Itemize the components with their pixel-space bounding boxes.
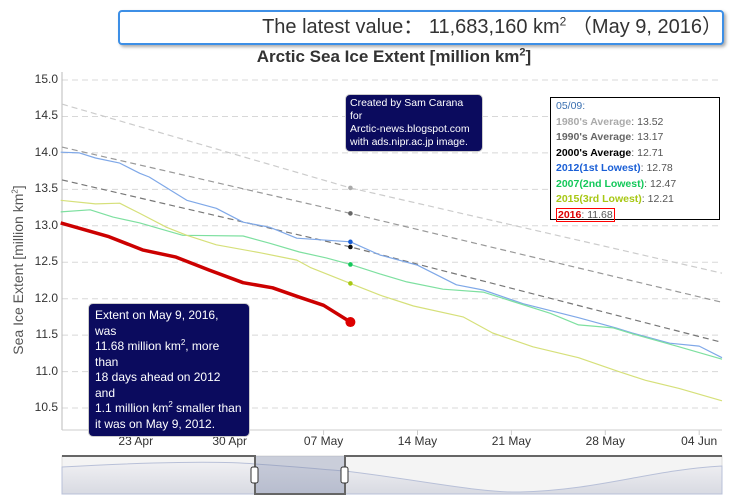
legend-item: 2012(1st Lowest): 12.78 bbox=[556, 162, 673, 174]
legend-item-label: 2000's Average bbox=[556, 146, 632, 159]
credit-line: with ads.nipr.ac.jp image. bbox=[350, 136, 468, 148]
credit-line: Arctic-news.blogspot.com bbox=[350, 123, 470, 135]
extent-text: smaller than bbox=[172, 401, 242, 415]
extent-text: , more than bbox=[95, 339, 220, 369]
y-tick-label: 11.0 bbox=[35, 363, 58, 378]
navigator-series bbox=[61, 461, 723, 495]
extent-line: Extent on May 9, 2016, was bbox=[95, 308, 219, 338]
credit-annotation: Created by Sam Carana for Arctic-news.bl… bbox=[345, 94, 483, 152]
legend-item-label: 2012(1st Lowest) bbox=[556, 162, 641, 174]
legend-item-value: 13.17 bbox=[637, 131, 664, 143]
legend-item: 2016: 11.68 bbox=[556, 207, 615, 222]
y-tick-label: 15.0 bbox=[34, 72, 58, 86]
extent-sup: 2 bbox=[180, 338, 186, 347]
legend-item-label: 1980's Average bbox=[556, 115, 632, 128]
chart-title-text: Arctic Sea Ice Extent [million km bbox=[256, 47, 520, 66]
y-tick-label: 13.0 bbox=[34, 217, 58, 232]
marker-2007 bbox=[348, 262, 353, 267]
series-line-2007[interactable] bbox=[60, 209, 723, 360]
y-tick-label: 14.0 bbox=[34, 144, 58, 159]
extent-line: 18 days ahead on 2012 and bbox=[95, 370, 221, 400]
y-tick-label: 11.5 bbox=[35, 327, 58, 342]
x-tick-label: 14 May bbox=[397, 434, 438, 448]
series-line-2016[interactable] bbox=[60, 221, 352, 324]
y-axis-label-sup: 2 bbox=[10, 189, 20, 194]
y-tick-label: 12.0 bbox=[34, 290, 58, 305]
marker-2012 bbox=[348, 239, 353, 245]
x-tick-label: 04 Jun bbox=[681, 434, 718, 448]
extent-text: 1.1 million km bbox=[95, 401, 169, 415]
legend-item-value: 12.71 bbox=[637, 146, 664, 159]
legend-item-label: 2007(2nd Lowest) bbox=[556, 177, 645, 190]
latest-value: 11,683,160 km bbox=[428, 16, 560, 38]
extent-line: 1.1 million km2 smaller than bbox=[95, 401, 243, 417]
x-tick-label: 21 May bbox=[491, 434, 532, 448]
latest-value-banner: The latest value： 11,683,160 km2 （May 9,… bbox=[118, 10, 724, 45]
latest-value-unit-sup: 2 bbox=[559, 14, 567, 29]
marker-2000-s-average bbox=[348, 244, 353, 250]
legend-item: 1990's Average: 13.17 bbox=[556, 131, 664, 143]
chart-title: Arctic Sea Ice Extent [million km2] bbox=[0, 47, 738, 67]
legend-item-value: 12.78 bbox=[646, 162, 673, 174]
marker-1980-s-average bbox=[348, 185, 353, 191]
navigator-handle-right[interactable] bbox=[340, 466, 349, 484]
legend-item-value: 13.52 bbox=[637, 115, 664, 128]
y-axis-label: Sea Ice Extent [million km2] bbox=[10, 180, 26, 360]
y-axis-label-end: ] bbox=[10, 185, 26, 190]
y-tick-label: 14.5 bbox=[34, 108, 58, 123]
legend-item: 2015(3rd Lowest): 12.21 bbox=[556, 193, 674, 205]
marker-1990-s-average bbox=[348, 211, 353, 216]
legend-item-label: 2015(3rd Lowest) bbox=[556, 193, 642, 205]
navigator[interactable] bbox=[61, 455, 723, 495]
legend-item: 1980's Average: 13.52 bbox=[556, 115, 664, 128]
extent-text: 11.68 million km bbox=[95, 339, 181, 353]
y-tick-label: 12.5 bbox=[34, 254, 58, 269]
tooltip-legend: 05/09: 1980's Average: 13.52 1990's Avera… bbox=[550, 97, 720, 222]
legend-item: 2000's Average: 12.71 bbox=[556, 146, 664, 159]
legend-item-label: 2016 bbox=[558, 208, 582, 221]
navigator-handle-left[interactable] bbox=[250, 466, 259, 484]
marker-2015 bbox=[348, 281, 353, 286]
latest-value-prefix: The latest value： bbox=[262, 16, 424, 38]
extent-line: 11.68 million km2, more than bbox=[95, 339, 243, 370]
credit-line: Created by Sam Carana for bbox=[350, 97, 464, 122]
extent-line: it was on May 9, 2012. bbox=[95, 416, 216, 431]
navigator-outline bbox=[62, 455, 722, 495]
x-tick-label: 07 May bbox=[303, 434, 344, 448]
legend-item-value: 12.21 bbox=[647, 193, 674, 205]
marker-2016 bbox=[345, 317, 356, 328]
legend-item-label: 1990's Average bbox=[556, 131, 632, 143]
x-tick-label: 28 May bbox=[585, 434, 625, 448]
y-tick-label: 10.5 bbox=[34, 400, 58, 415]
latest-value-date: （May 9, 2016） bbox=[571, 16, 722, 38]
legend-item-value: 12.47 bbox=[649, 177, 677, 190]
y-axis-label-text: Sea Ice Extent [million km bbox=[10, 193, 26, 355]
chart-title-sup: 2 bbox=[519, 46, 526, 59]
extent-sup: 2 bbox=[168, 400, 173, 409]
legend-date: 05/09: bbox=[556, 100, 586, 112]
legend-item: 2007(2nd Lowest): 12.47 bbox=[556, 177, 677, 190]
extent-annotation: Extent on May 9, 2016, was 11.68 million… bbox=[88, 303, 250, 437]
chart-title-end: ] bbox=[525, 47, 532, 66]
y-tick-label: 13.5 bbox=[34, 181, 58, 196]
series-line-2000-s-average[interactable] bbox=[61, 179, 723, 343]
x-tick-label: 30 Apr bbox=[212, 434, 248, 448]
x-tick-label: 23 Apr bbox=[118, 434, 154, 448]
legend-item-value: 11.68 bbox=[587, 208, 613, 221]
navigator-selection[interactable] bbox=[255, 456, 345, 494]
